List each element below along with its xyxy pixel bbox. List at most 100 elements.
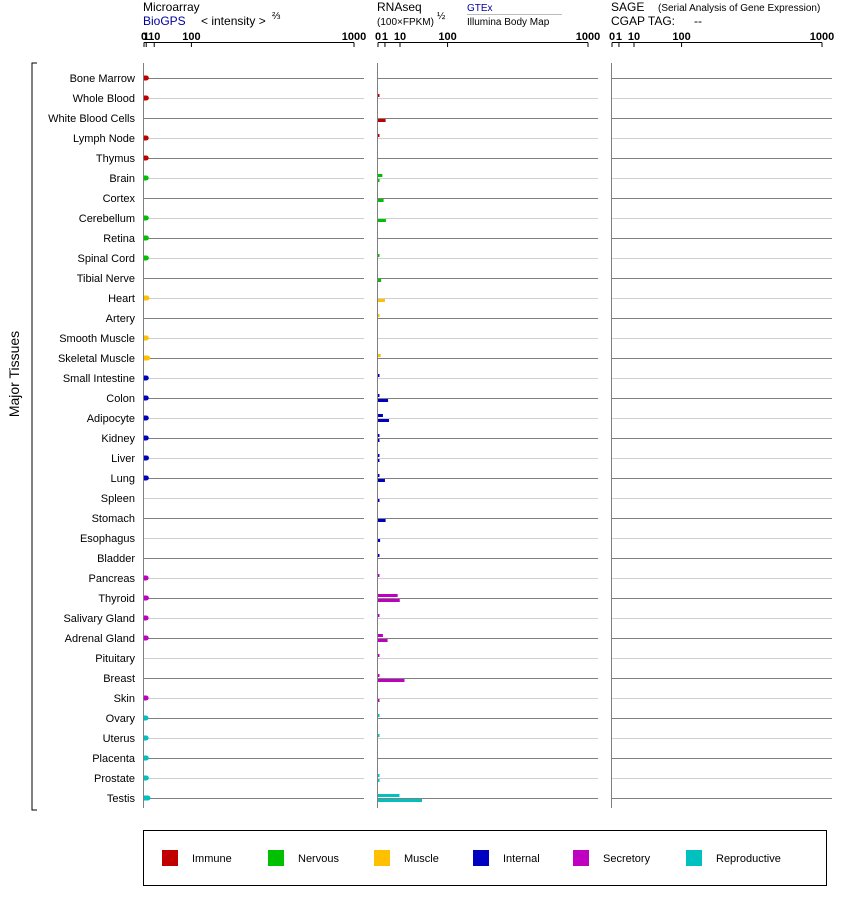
rnaseq-gtex-bar (378, 794, 400, 797)
tissue-label: Skeletal Muscle (58, 353, 135, 365)
rnaseq-gtex-bar (378, 414, 383, 417)
tissue-label: Salivary Gland (63, 613, 135, 625)
sage-tick-label: 1 (616, 31, 622, 43)
tissue-label: Cortex (103, 193, 136, 205)
tissue-label: Bladder (97, 553, 135, 565)
sage-tick-label: 0 (609, 31, 615, 43)
sage-tick-label: 10 (628, 31, 640, 43)
legend-swatch (268, 850, 284, 866)
legend-swatch (162, 850, 178, 866)
rnaseq-gtex-bar (378, 434, 380, 437)
legend-swatch (473, 850, 489, 866)
tissue-label: Stomach (92, 513, 135, 525)
rnaseq-illumina-bar (378, 439, 380, 442)
rnaseq-illumina-bar (378, 459, 380, 462)
tissue-label: Adrenal Gland (65, 633, 135, 645)
tissue-label: Lymph Node (73, 133, 135, 145)
rnaseq-source-illumina: Illumina Body Map (467, 17, 550, 28)
tissue-label: Thymus (96, 153, 136, 165)
rnaseq-gtex-bar (378, 594, 398, 597)
legend-swatch (573, 850, 589, 866)
rnaseq-gtex-bar (378, 174, 383, 177)
sage-tag-value: -- (694, 14, 702, 28)
rnaseq-illumina-bar (378, 539, 381, 542)
microarray-scale-label: < intensity > (201, 14, 266, 28)
tissue-label: Artery (106, 313, 136, 325)
rnaseq-gtex-bar (378, 374, 380, 377)
rnaseq-illumina-bar (378, 479, 385, 482)
rnaseq-source-gtex: GTEx (467, 3, 493, 14)
group-bracket (31, 62, 37, 811)
tissue-label: Pituitary (95, 653, 135, 665)
microarray-bar-cap (143, 615, 149, 621)
tissue-label: Small Intestine (63, 373, 135, 385)
tissue-label: Retina (103, 233, 136, 245)
microarray-bar-cap (143, 375, 149, 381)
rnaseq-illumina-bar (378, 419, 389, 422)
tissue-label: Smooth Muscle (59, 333, 135, 345)
microarray-bar-cap (143, 695, 149, 701)
legend-swatch (374, 850, 390, 866)
microarray-bar-cap (143, 335, 149, 341)
rnaseq-gtex-bar (378, 554, 380, 557)
microarray-bar-cap (143, 75, 149, 81)
microarray-tick-label: 100 (182, 31, 200, 43)
tissue-label: Spinal Cord (78, 253, 135, 265)
tissue-label: Pancreas (89, 573, 136, 585)
sage-tag-label: CGAP TAG: (611, 14, 675, 28)
microarray-bar-cap (144, 295, 150, 301)
rnaseq-gtex-bar (378, 734, 380, 737)
microarray-bar-cap (145, 795, 151, 801)
tissue-label: Lung (111, 473, 135, 485)
microarray-tick-label: 1 (143, 31, 149, 43)
legend-label: Nervous (298, 853, 339, 865)
microarray-bar-cap (143, 395, 149, 401)
legend-label: Reproductive (716, 853, 781, 865)
rnaseq-gtex-bar (378, 634, 383, 637)
microarray-bar-cap (143, 155, 149, 161)
tissue-label: Thyroid (98, 593, 135, 605)
rnaseq-illumina-bar (378, 119, 386, 122)
tissue-label: Liver (111, 453, 135, 465)
rnaseq-unit-exponent: ½ (437, 11, 446, 22)
rnaseq-illumina-bar (378, 299, 385, 302)
microarray-tick-label: 0 (141, 31, 147, 43)
rnaseq-gtex-bar (378, 134, 380, 137)
rnaseq-tick-label: 100 (438, 31, 456, 43)
tissue-label: Spleen (101, 493, 135, 505)
rnaseq-gtex-bar (378, 94, 380, 97)
legend-label: Muscle (404, 853, 439, 865)
legend-label: Internal (503, 853, 540, 865)
rnaseq-illumina-bar (378, 279, 382, 282)
rnaseq-illumina-bar (378, 499, 380, 502)
microarray-bar-cap (143, 755, 149, 761)
microarray-bar-cap (145, 355, 151, 361)
rnaseq-gtex-bar (378, 314, 380, 317)
rnaseq-unit: (100×FPKM) (377, 17, 434, 28)
rnaseq-gtex-bar (378, 474, 380, 477)
rnaseq-gtex-bar (378, 614, 380, 617)
rnaseq-illumina-bar (378, 399, 389, 402)
tissue-label: Uterus (103, 733, 136, 745)
tissue-label: Skin (114, 693, 135, 705)
microarray-source: BioGPS (143, 14, 186, 28)
tissue-label: Whole Blood (73, 93, 135, 105)
rnaseq-gtex-bar (378, 254, 380, 257)
tissue-label: Tibial Nerve (77, 273, 135, 285)
tissue-label: Testis (107, 793, 136, 805)
microarray-bar-cap (143, 415, 149, 421)
microarray-bar-cap (143, 635, 149, 641)
rnaseq-illumina-bar (378, 639, 388, 642)
rnaseq-illumina-bar (378, 199, 384, 202)
microarray-bar-cap (143, 135, 149, 141)
microarray-bar-cap (143, 235, 149, 241)
rnaseq-gtex-bar (378, 574, 380, 577)
rnaseq-gtex-bar (378, 654, 380, 657)
tissue-label: White Blood Cells (48, 113, 135, 125)
tissue-label: Heart (108, 293, 135, 305)
rnaseq-illumina-bar (378, 799, 422, 802)
microarray-bar-cap (143, 255, 149, 261)
rnaseq-illumina-bar (378, 179, 380, 182)
tissue-label: Kidney (101, 433, 135, 445)
